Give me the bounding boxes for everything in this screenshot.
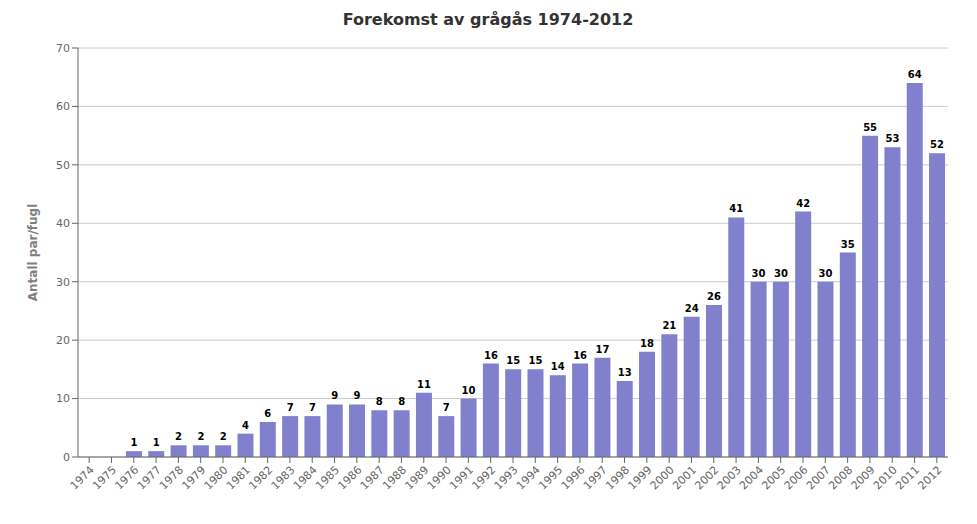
svg-text:1984: 1984 — [291, 463, 320, 492]
svg-text:1: 1 — [130, 437, 137, 448]
svg-text:30: 30 — [752, 268, 766, 279]
svg-text:2007: 2007 — [804, 463, 833, 492]
svg-text:35: 35 — [841, 239, 855, 250]
svg-text:2003: 2003 — [715, 463, 744, 492]
svg-text:1993: 1993 — [492, 463, 521, 492]
svg-text:2009: 2009 — [849, 463, 878, 492]
svg-text:42: 42 — [796, 198, 810, 209]
svg-text:18: 18 — [640, 338, 654, 349]
svg-text:1975: 1975 — [90, 463, 119, 492]
svg-text:1999: 1999 — [625, 463, 654, 492]
svg-text:52: 52 — [930, 139, 944, 150]
svg-text:60: 60 — [56, 100, 70, 113]
svg-text:40: 40 — [56, 217, 70, 230]
svg-text:2008: 2008 — [826, 463, 855, 492]
svg-text:21: 21 — [662, 320, 676, 331]
svg-text:2004: 2004 — [737, 463, 766, 492]
svg-text:10: 10 — [56, 392, 70, 405]
svg-text:2006: 2006 — [782, 463, 811, 492]
svg-text:9: 9 — [354, 390, 361, 401]
svg-text:1991: 1991 — [447, 463, 476, 492]
svg-text:1981: 1981 — [224, 463, 253, 492]
svg-text:53: 53 — [885, 133, 899, 144]
svg-text:7: 7 — [309, 402, 316, 413]
svg-text:7: 7 — [287, 402, 294, 413]
svg-text:30: 30 — [774, 268, 788, 279]
svg-text:50: 50 — [56, 159, 70, 172]
svg-text:2000: 2000 — [648, 463, 677, 492]
svg-text:1995: 1995 — [536, 463, 565, 492]
svg-text:64: 64 — [908, 69, 922, 80]
svg-text:15: 15 — [506, 355, 520, 366]
svg-text:1978: 1978 — [157, 463, 186, 492]
svg-text:24: 24 — [685, 303, 699, 314]
svg-text:8: 8 — [398, 396, 405, 407]
svg-text:30: 30 — [819, 268, 833, 279]
svg-text:1977: 1977 — [135, 463, 164, 492]
svg-text:1: 1 — [153, 437, 160, 448]
svg-text:1985: 1985 — [313, 463, 342, 492]
svg-text:14: 14 — [551, 361, 565, 372]
svg-text:1987: 1987 — [358, 463, 387, 492]
svg-text:1992: 1992 — [469, 463, 498, 492]
svg-text:6: 6 — [264, 408, 271, 419]
svg-text:13: 13 — [618, 367, 632, 378]
svg-text:55: 55 — [863, 122, 877, 133]
svg-text:11: 11 — [417, 379, 431, 390]
svg-text:1976: 1976 — [112, 463, 141, 492]
svg-text:8: 8 — [376, 396, 383, 407]
svg-text:2: 2 — [175, 431, 182, 442]
svg-text:20: 20 — [56, 334, 70, 347]
svg-text:1998: 1998 — [603, 463, 632, 492]
svg-text:2012: 2012 — [915, 463, 944, 492]
svg-text:2002: 2002 — [692, 463, 721, 492]
svg-text:1996: 1996 — [559, 463, 588, 492]
svg-text:1974: 1974 — [68, 463, 97, 492]
svg-text:2001: 2001 — [670, 463, 699, 492]
svg-text:2: 2 — [220, 431, 227, 442]
svg-text:1989: 1989 — [402, 463, 431, 492]
svg-text:2005: 2005 — [759, 463, 788, 492]
svg-text:9: 9 — [331, 390, 338, 401]
svg-text:1983: 1983 — [269, 463, 298, 492]
svg-text:1990: 1990 — [425, 463, 454, 492]
svg-text:1988: 1988 — [380, 463, 409, 492]
svg-text:2010: 2010 — [871, 463, 900, 492]
svg-text:4: 4 — [242, 420, 249, 431]
svg-text:Antall par/fugl: Antall par/fugl — [26, 204, 40, 302]
svg-text:70: 70 — [56, 42, 70, 55]
svg-text:26: 26 — [707, 291, 721, 302]
svg-text:41: 41 — [729, 203, 743, 214]
html-text:Forekomst av grågås 1974-2012: Forekomst av grågås 1974-2012 — [342, 10, 634, 29]
svg-text:0: 0 — [63, 451, 70, 464]
svg-text:1986: 1986 — [335, 463, 364, 492]
svg-text:16: 16 — [573, 350, 587, 361]
svg-text:16: 16 — [484, 350, 498, 361]
svg-text:2: 2 — [197, 431, 204, 442]
svg-text:17: 17 — [595, 344, 609, 355]
svg-text:1980: 1980 — [202, 463, 231, 492]
svg-text:1979: 1979 — [179, 463, 208, 492]
svg-text:10: 10 — [462, 385, 476, 396]
svg-text:1994: 1994 — [514, 463, 543, 492]
svg-text:15: 15 — [529, 355, 543, 366]
svg-text:1997: 1997 — [581, 463, 610, 492]
svg-text:30: 30 — [56, 276, 70, 289]
svg-text:1982: 1982 — [246, 463, 275, 492]
svg-text:2011: 2011 — [893, 463, 922, 492]
svg-text:7: 7 — [443, 402, 450, 413]
